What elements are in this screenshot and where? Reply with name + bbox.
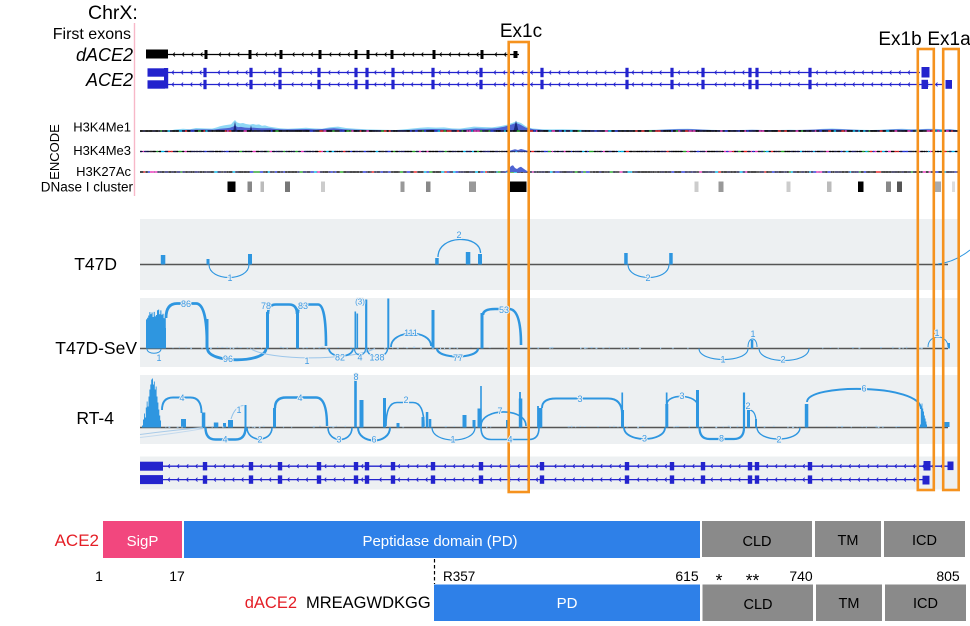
svg-text:53: 53 bbox=[499, 305, 509, 315]
svg-text:17: 17 bbox=[169, 568, 185, 584]
svg-text:4: 4 bbox=[179, 393, 184, 403]
svg-text:ICD: ICD bbox=[912, 533, 937, 549]
svg-text:H3K4Me3: H3K4Me3 bbox=[73, 143, 131, 158]
svg-text:86: 86 bbox=[181, 299, 191, 309]
svg-text:3: 3 bbox=[679, 391, 684, 401]
svg-text:82: 82 bbox=[335, 353, 345, 363]
svg-text:Ex1c: Ex1c bbox=[500, 21, 542, 42]
svg-text:RT-4: RT-4 bbox=[76, 408, 114, 428]
svg-text:3: 3 bbox=[577, 394, 582, 404]
svg-text:*: * bbox=[716, 570, 723, 590]
svg-text:ChrX:: ChrX: bbox=[88, 2, 138, 24]
svg-text:2: 2 bbox=[780, 355, 785, 365]
svg-text:2: 2 bbox=[645, 273, 650, 283]
svg-text:ICD: ICD bbox=[913, 596, 938, 612]
svg-text:96: 96 bbox=[223, 354, 233, 364]
svg-text:2: 2 bbox=[745, 401, 750, 411]
svg-text:615: 615 bbox=[675, 568, 699, 584]
svg-text:1: 1 bbox=[750, 329, 755, 339]
svg-text:SigP: SigP bbox=[127, 533, 159, 550]
svg-text:ENCODE: ENCODE bbox=[47, 124, 62, 180]
svg-text:H3K4Me1: H3K4Me1 bbox=[73, 120, 131, 135]
svg-text:H3K27Ac: H3K27Ac bbox=[76, 164, 131, 179]
svg-text:1: 1 bbox=[450, 435, 455, 445]
svg-text:T47D: T47D bbox=[74, 254, 117, 274]
svg-text:740: 740 bbox=[789, 568, 813, 584]
svg-text:1: 1 bbox=[95, 568, 103, 584]
svg-text:dACE2: dACE2 bbox=[76, 45, 133, 65]
svg-text:6: 6 bbox=[861, 384, 866, 394]
svg-text:Ex1a: Ex1a bbox=[927, 29, 970, 50]
svg-text:TM: TM bbox=[839, 596, 860, 612]
svg-text:2: 2 bbox=[257, 435, 262, 445]
svg-text:T47D-SeV: T47D-SeV bbox=[55, 338, 137, 358]
svg-text:4: 4 bbox=[222, 435, 227, 445]
svg-text:ACE2: ACE2 bbox=[85, 70, 133, 90]
svg-text:805: 805 bbox=[936, 568, 960, 584]
svg-text:1: 1 bbox=[720, 355, 725, 365]
svg-text:1: 1 bbox=[236, 405, 241, 415]
svg-text:2: 2 bbox=[403, 395, 408, 405]
svg-text:4: 4 bbox=[507, 435, 512, 445]
svg-text:Peptidase domain (PD): Peptidase domain (PD) bbox=[362, 533, 517, 550]
svg-text:1: 1 bbox=[227, 273, 232, 283]
svg-text:7: 7 bbox=[497, 406, 502, 416]
svg-text:1: 1 bbox=[934, 328, 939, 338]
svg-text:78: 78 bbox=[261, 301, 271, 311]
svg-text:3: 3 bbox=[336, 435, 341, 445]
svg-text:1: 1 bbox=[304, 356, 309, 366]
svg-text:CLD: CLD bbox=[743, 597, 772, 613]
svg-text:111: 111 bbox=[404, 328, 418, 338]
svg-text:2: 2 bbox=[456, 230, 461, 240]
svg-text:77: 77 bbox=[453, 353, 463, 363]
svg-text:(3): (3) bbox=[355, 298, 365, 307]
svg-text:2: 2 bbox=[776, 435, 781, 445]
svg-text:R357: R357 bbox=[443, 569, 475, 584]
svg-text:ACE2: ACE2 bbox=[55, 531, 99, 550]
svg-text:First exons: First exons bbox=[53, 26, 131, 43]
svg-text:TM: TM bbox=[838, 533, 859, 549]
svg-text:PD: PD bbox=[557, 595, 578, 612]
svg-text:6: 6 bbox=[371, 435, 376, 445]
svg-text:CLD: CLD bbox=[742, 534, 771, 550]
svg-text:MREAGWDKGG: MREAGWDKGG bbox=[306, 594, 431, 612]
svg-text:4: 4 bbox=[357, 353, 362, 363]
svg-text:1: 1 bbox=[156, 353, 161, 363]
svg-text:8: 8 bbox=[719, 434, 724, 444]
svg-text:4: 4 bbox=[297, 393, 302, 403]
svg-text:138: 138 bbox=[369, 353, 384, 363]
svg-text:Ex1b: Ex1b bbox=[878, 29, 921, 50]
svg-text:8: 8 bbox=[353, 372, 358, 382]
svg-text:DNase I cluster: DNase I cluster bbox=[41, 180, 134, 195]
svg-text:3: 3 bbox=[642, 434, 647, 444]
svg-text:83: 83 bbox=[298, 301, 308, 311]
svg-text:dACE2: dACE2 bbox=[245, 594, 297, 612]
